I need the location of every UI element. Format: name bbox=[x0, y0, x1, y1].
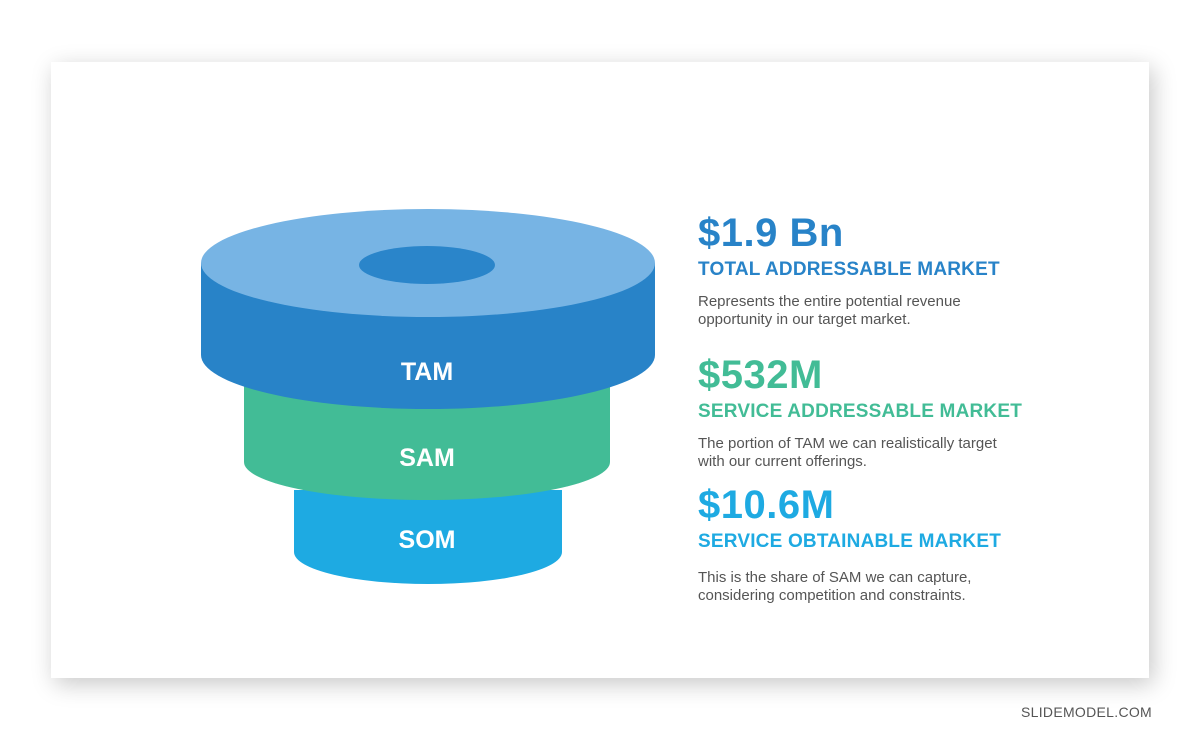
tam-description-line: opportunity in our target market. bbox=[698, 311, 911, 328]
sam-description-line: The portion of TAM we can realistically … bbox=[698, 435, 997, 452]
sam-description: The portion of TAM we can realistically … bbox=[698, 435, 1038, 471]
sam-description-line: with our current offerings. bbox=[698, 453, 867, 470]
sam-title: SERVICE ADDRESSABLE MARKET bbox=[698, 401, 1023, 422]
tam-info: $1.9 Bn TOTAL ADDRESSABLE MARKET Represe… bbox=[698, 213, 1038, 329]
tam-layer: TAM bbox=[201, 209, 655, 409]
sam-layer-body bbox=[244, 385, 610, 500]
tam-layer-label: TAM bbox=[401, 358, 453, 386]
som-title: SERVICE OBTAINABLE MARKET bbox=[698, 531, 1002, 552]
sam-info: $532M SERVICE ADDRESSABLE MARKET The por… bbox=[698, 355, 1038, 471]
som-layer-label: SOM bbox=[399, 526, 456, 554]
tam-layer-hole bbox=[359, 246, 495, 284]
brand-watermark: SLIDEMODEL.COM bbox=[1021, 704, 1152, 720]
som-value: $10.6M bbox=[698, 483, 835, 527]
tam-description: Represents the entire potential revenue … bbox=[698, 293, 1038, 329]
tam-description-line: Represents the entire potential revenue bbox=[698, 293, 961, 310]
sam-layer-label: SAM bbox=[399, 444, 455, 472]
som-info: $10.6M SERVICE OBTAINABLE MARKET This is… bbox=[698, 485, 1038, 605]
tam-title: TOTAL ADDRESSABLE MARKET bbox=[698, 259, 1000, 280]
som-description: This is the share of SAM we can capture,… bbox=[698, 569, 1038, 605]
som-layer-body bbox=[294, 490, 562, 584]
sam-layer: SAM bbox=[244, 385, 610, 500]
som-description-line: This is the share of SAM we can capture, bbox=[698, 569, 972, 586]
som-description-line: considering competition and constraints. bbox=[698, 587, 966, 604]
tam-value: $1.9 Bn bbox=[698, 211, 844, 255]
som-layer: SOM bbox=[294, 490, 562, 584]
sam-value: $532M bbox=[698, 353, 823, 397]
